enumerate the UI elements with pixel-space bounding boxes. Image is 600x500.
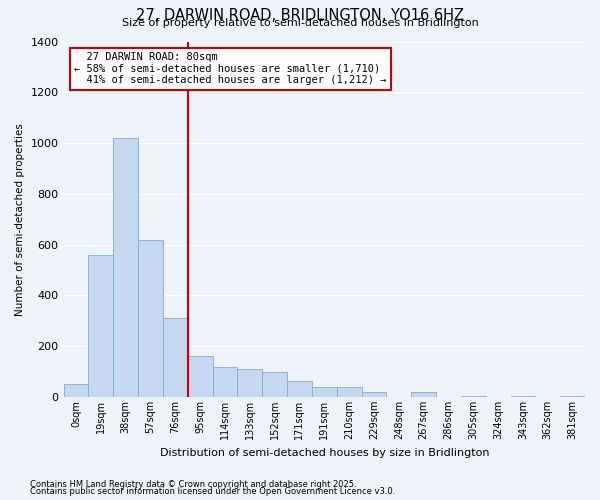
Bar [511,396,535,397]
Bar [337,387,362,397]
Text: Size of property relative to semi-detached houses in Bridlington: Size of property relative to semi-detach… [122,18,478,28]
Bar [64,384,88,397]
Text: Contains HM Land Registry data © Crown copyright and database right 2025.: Contains HM Land Registry data © Crown c… [30,480,356,489]
Bar [262,372,287,397]
Text: 27 DARWIN ROAD: 80sqm
← 58% of semi-detached houses are smaller (1,710)
  41% of: 27 DARWIN ROAD: 80sqm ← 58% of semi-deta… [74,52,386,86]
Bar [188,356,212,397]
Bar [312,387,337,397]
Bar [212,366,238,397]
Bar [113,138,138,397]
Bar [88,255,113,397]
Bar [287,380,312,397]
Text: 27, DARWIN ROAD, BRIDLINGTON, YO16 6HZ: 27, DARWIN ROAD, BRIDLINGTON, YO16 6HZ [136,8,464,22]
Y-axis label: Number of semi-detached properties: Number of semi-detached properties [15,123,25,316]
Bar [411,392,436,397]
X-axis label: Distribution of semi-detached houses by size in Bridlington: Distribution of semi-detached houses by … [160,448,489,458]
Bar [461,396,485,397]
Bar [362,392,386,397]
Bar [560,396,585,397]
Bar [238,369,262,397]
Bar [163,318,188,397]
Text: Contains public sector information licensed under the Open Government Licence v3: Contains public sector information licen… [30,487,395,496]
Bar [138,240,163,397]
